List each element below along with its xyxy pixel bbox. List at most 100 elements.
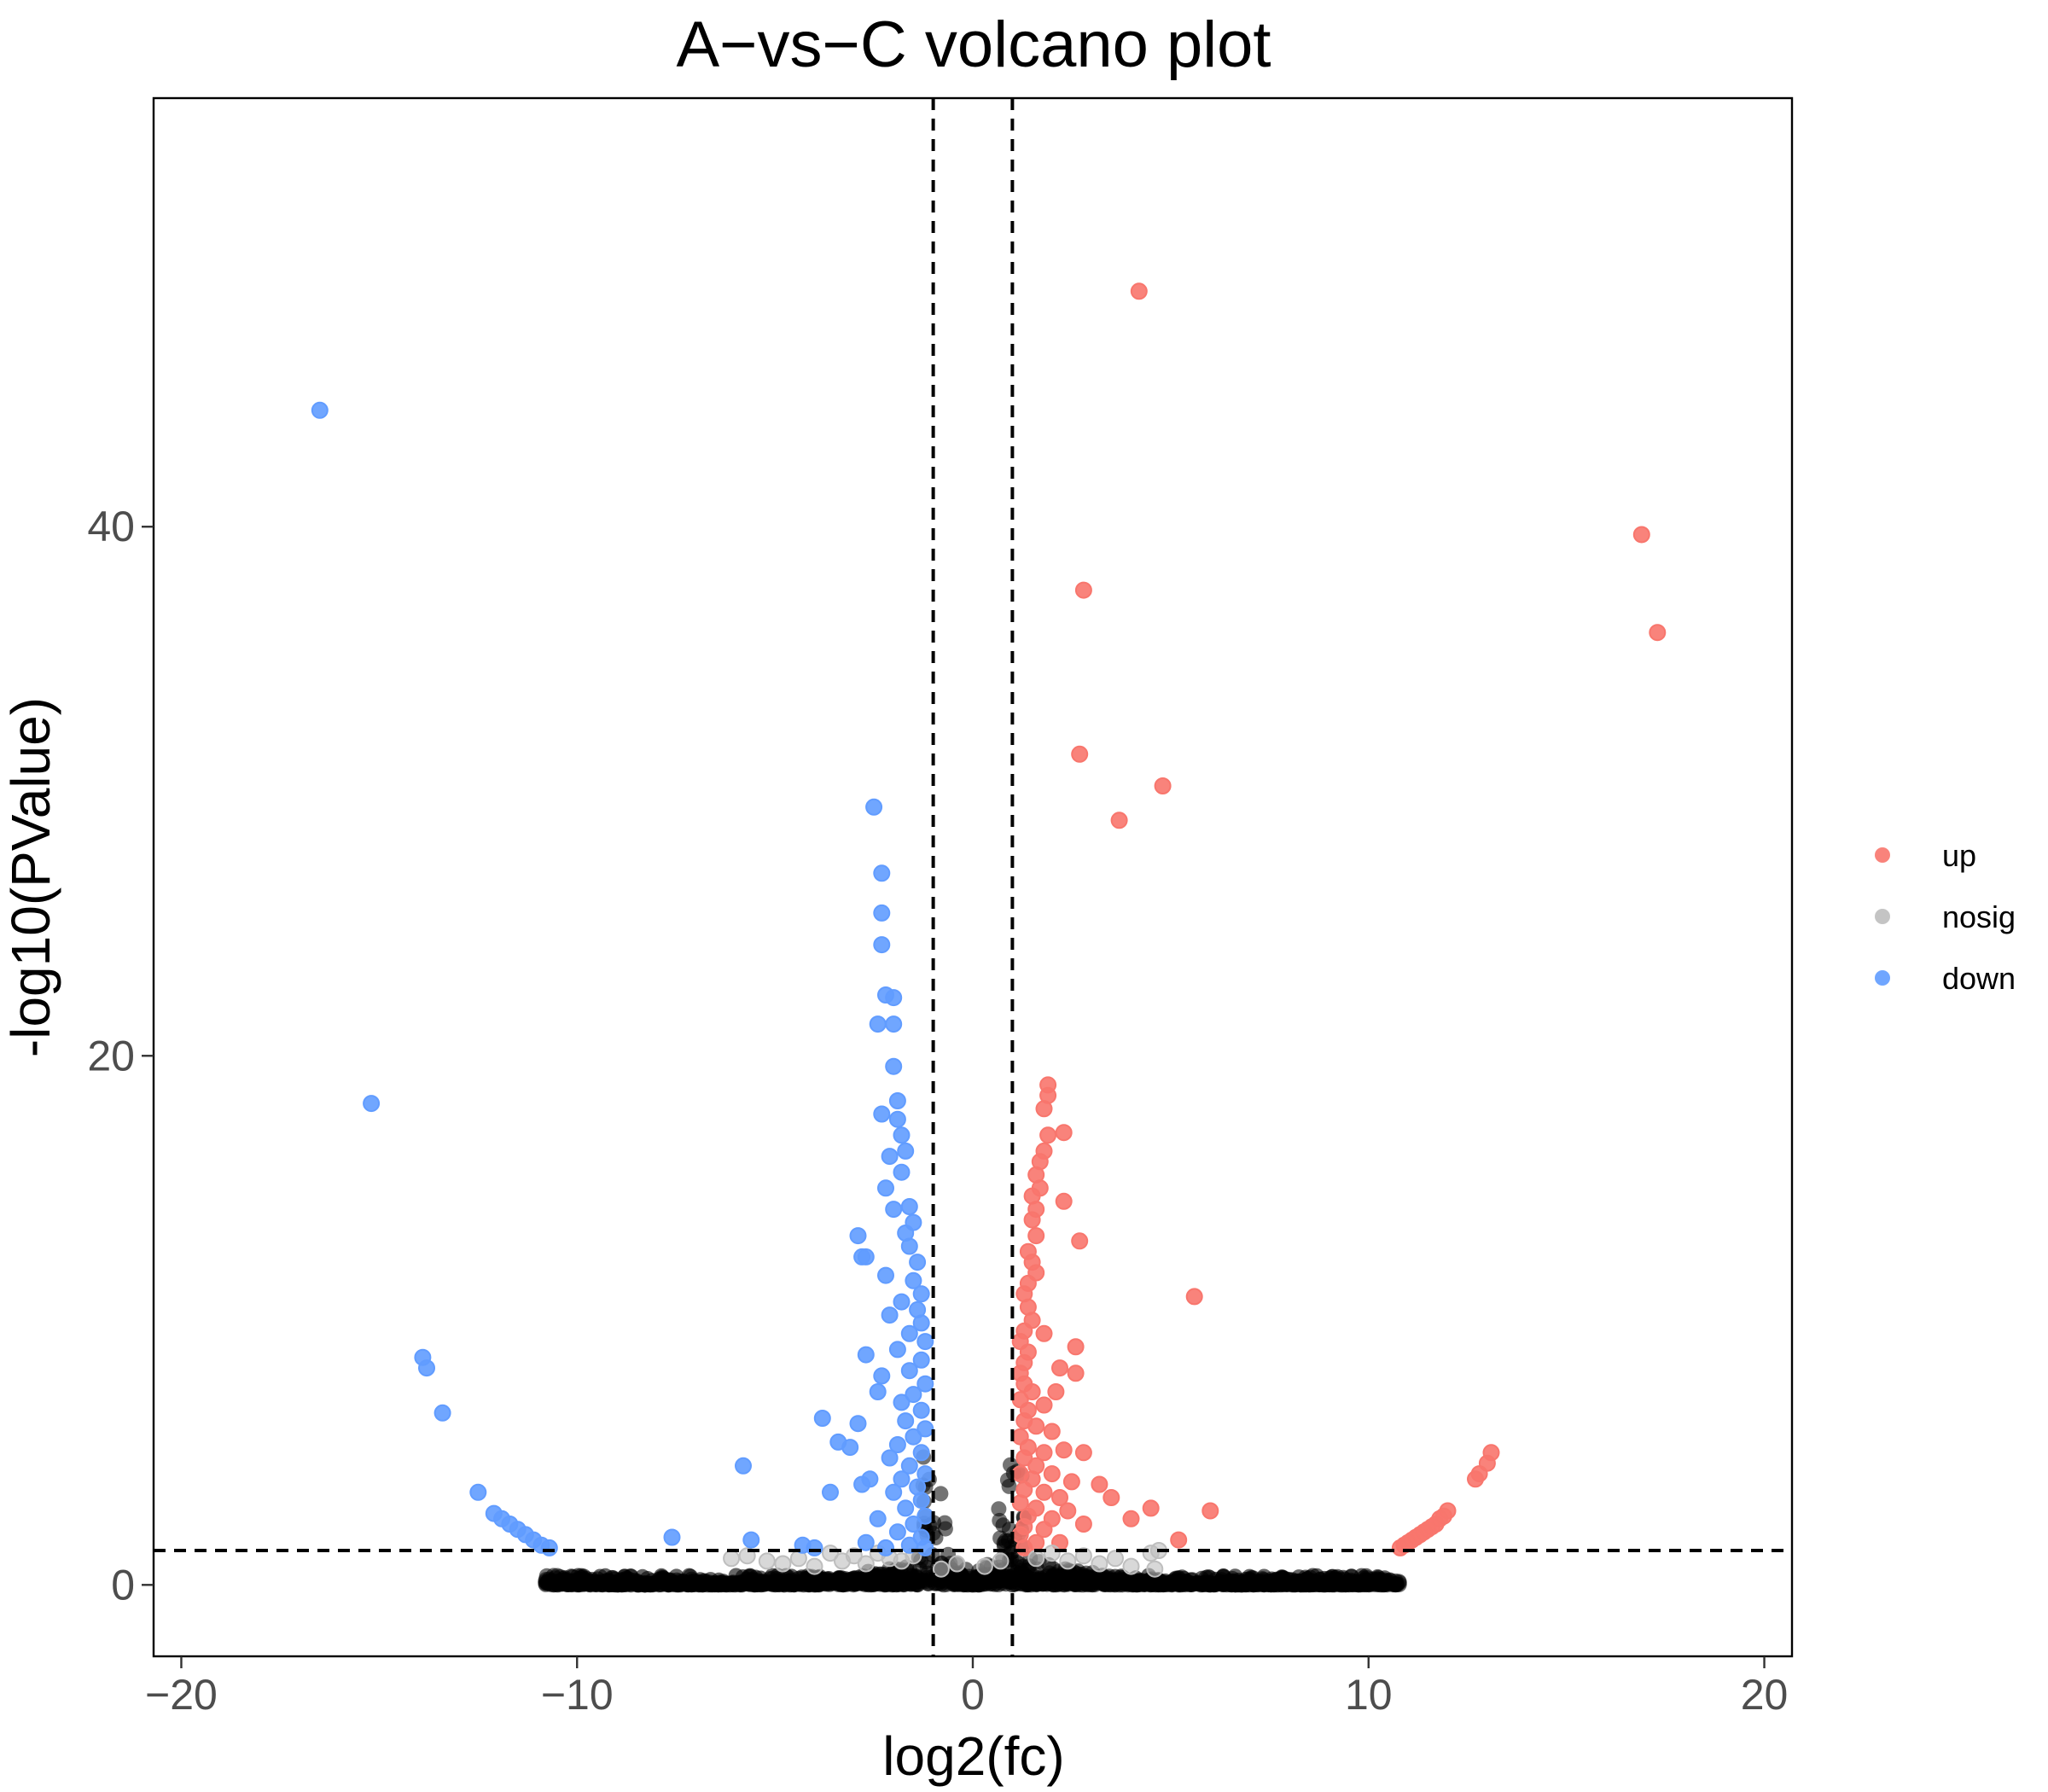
nosig-background-point <box>820 1574 836 1590</box>
up-point <box>1074 1516 1092 1533</box>
nosig-background-point <box>748 1569 764 1585</box>
nosig-background-point <box>538 1572 554 1588</box>
up-point <box>1035 1100 1053 1118</box>
down-point <box>881 1306 899 1324</box>
down-point <box>888 1110 906 1128</box>
up-point <box>1110 812 1128 829</box>
down-point <box>881 1148 899 1166</box>
nosig-background-point <box>1153 1575 1169 1591</box>
nosig-background-point <box>1370 1573 1387 1589</box>
nosig-background-point <box>1332 1574 1348 1591</box>
nosig-point <box>857 1555 875 1573</box>
up-point <box>1023 1211 1041 1229</box>
up-point <box>1071 745 1089 763</box>
x-tick-label: 10 <box>1345 1671 1393 1719</box>
down-point <box>905 1516 922 1533</box>
nosig-background-point <box>1002 1568 1018 1585</box>
nosig-background-point <box>908 1576 924 1592</box>
down-point <box>885 1201 903 1219</box>
nosig-point <box>948 1555 966 1573</box>
down-point <box>893 1393 911 1411</box>
nosig-background-point <box>600 1574 616 1590</box>
nosig-background-point <box>1227 1568 1243 1585</box>
legend-key-up <box>1875 847 1890 863</box>
down-point <box>418 1359 435 1377</box>
y-axis: 0 20 40 <box>87 503 154 1609</box>
up-point <box>1467 1470 1484 1488</box>
nosig-background-point <box>937 1515 953 1531</box>
legend: up nosig down <box>1875 838 2016 996</box>
nosig-background-point <box>1037 1574 1053 1591</box>
down-point <box>311 401 329 419</box>
down-point <box>877 1266 894 1284</box>
down-point <box>888 1436 906 1453</box>
down-point <box>806 1539 823 1556</box>
up-point <box>1059 1502 1077 1520</box>
down-point <box>869 1510 887 1527</box>
down-point <box>893 1293 911 1311</box>
nosig-background-point <box>920 1575 936 1591</box>
nosig-background-point <box>1247 1575 1263 1591</box>
down-point <box>869 1383 887 1400</box>
up-point <box>1091 1475 1108 1493</box>
down-point <box>893 1163 911 1181</box>
down-point <box>885 1015 903 1033</box>
down-point <box>916 1539 934 1556</box>
nosig-background-point <box>868 1576 884 1591</box>
legend-key-down <box>1875 970 1890 986</box>
up-point <box>1632 526 1650 544</box>
down-point <box>905 1428 922 1446</box>
down-point <box>857 1346 875 1364</box>
up-point <box>1062 1473 1080 1491</box>
nosig-point <box>774 1555 792 1573</box>
nosig-background-point <box>991 1501 1007 1517</box>
nosig-background-point <box>713 1575 729 1591</box>
down-point <box>469 1483 487 1501</box>
legend-label-down: down <box>1942 961 2016 996</box>
nosig-background-point <box>1109 1575 1126 1591</box>
up-point <box>1011 1494 1029 1512</box>
nosig-background-point <box>1050 1571 1066 1587</box>
nosig-background-point <box>1096 1571 1112 1587</box>
down-point <box>900 1324 918 1342</box>
nosig-point <box>1027 1550 1045 1568</box>
chart-title: A−vs−C volcano plot <box>676 9 1271 81</box>
down-point <box>897 1412 915 1430</box>
down-point <box>912 1444 930 1462</box>
x-tick-label: −20 <box>145 1671 218 1719</box>
up-point <box>1035 1324 1053 1342</box>
background-points-layer <box>538 1449 1407 1593</box>
nosig-point <box>1091 1555 1108 1573</box>
up-point <box>1035 1444 1053 1462</box>
nosig-point <box>806 1557 823 1575</box>
up-point <box>1027 1227 1045 1245</box>
down-point <box>881 1449 899 1467</box>
down-point <box>888 1092 906 1109</box>
down-point <box>900 1362 918 1380</box>
nosig-background-point <box>1167 1570 1184 1586</box>
nosig-background-point <box>933 1486 949 1502</box>
nosig-point <box>992 1552 1009 1570</box>
x-tick-label: 20 <box>1741 1671 1789 1719</box>
nosig-point <box>975 1557 993 1575</box>
nosig-background-point <box>1302 1569 1318 1585</box>
up-point <box>1067 1338 1085 1356</box>
nosig-background-point <box>556 1575 572 1591</box>
down-point <box>893 1470 911 1488</box>
up-point <box>1023 1383 1041 1400</box>
nosig-background-point <box>657 1572 673 1588</box>
nosig-background-point <box>992 1512 1008 1528</box>
up-point <box>1043 1465 1061 1483</box>
up-point <box>1035 1483 1053 1501</box>
up-point <box>1391 1539 1409 1556</box>
down-point <box>897 1142 915 1160</box>
down-point <box>909 1254 927 1271</box>
down-point <box>900 1457 918 1475</box>
down-point <box>912 1492 930 1510</box>
nosig-background-point <box>947 1572 963 1588</box>
nosig-point <box>1146 1560 1164 1578</box>
up-point <box>1071 1232 1089 1250</box>
down-point <box>885 1483 903 1501</box>
nosig-background-point <box>1184 1572 1201 1588</box>
